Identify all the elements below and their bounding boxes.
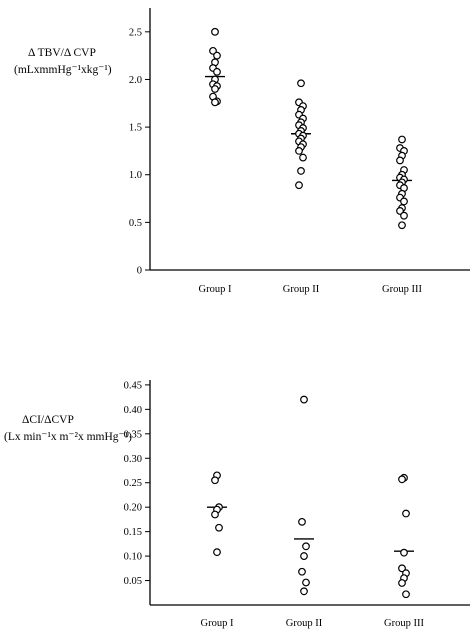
data-point — [300, 587, 308, 596]
y-tick-label: 0.25 — [124, 478, 142, 489]
data-point — [211, 510, 219, 519]
x-category-label: Group III — [382, 284, 422, 295]
x-category-label: Group II — [286, 618, 323, 629]
data-point — [295, 181, 303, 190]
data-point — [215, 523, 223, 532]
data-point — [400, 197, 408, 206]
data-point — [398, 221, 406, 230]
y-tick-label: 0.15 — [124, 527, 142, 538]
data-point — [302, 578, 310, 587]
y-tick-label: 0.45 — [124, 380, 142, 391]
data-point — [213, 548, 221, 557]
data-point — [211, 27, 219, 36]
data-point — [213, 67, 221, 76]
y-tick-label: 1.5 — [129, 123, 142, 134]
y-tick-label: 0.05 — [124, 576, 142, 587]
data-point — [402, 509, 410, 518]
data-point — [209, 46, 217, 55]
data-point — [300, 395, 308, 404]
data-point — [302, 542, 310, 551]
data-point — [211, 476, 219, 485]
y-tick-label: 0.35 — [124, 429, 142, 440]
y-tick-label: 0 — [137, 266, 142, 277]
data-point — [398, 579, 406, 587]
y-tick-label: 0.30 — [124, 454, 142, 465]
data-point — [211, 98, 219, 107]
y-tick-label: 2.5 — [129, 27, 142, 38]
x-category-label: Group II — [283, 284, 320, 295]
y-axis-label-line2: (Lx min⁻¹x m⁻²x mmHg⁻¹) — [4, 431, 132, 443]
data-point — [400, 211, 408, 220]
data-point — [300, 552, 308, 560]
data-point — [297, 167, 305, 175]
data-point — [402, 590, 410, 599]
data-point — [299, 153, 307, 162]
chart-ci-cvp: ΔCI/ΔCVP (Lx min⁻¹x m⁻²x mmHg⁻¹) 0.05 0.1… — [4, 380, 470, 629]
y-tick-label: 0.10 — [124, 552, 142, 563]
data-point — [400, 548, 408, 557]
data-point — [398, 564, 406, 573]
data-point — [298, 567, 306, 576]
y-tick-label: 0.40 — [124, 405, 142, 416]
data-point — [396, 156, 404, 165]
y-axis-label-line1: Δ TBV/Δ CVP — [28, 47, 96, 59]
x-category-label: Group I — [201, 618, 234, 629]
data-point — [295, 147, 303, 155]
data-point — [213, 51, 221, 60]
data-points — [205, 27, 412, 230]
data-point — [398, 135, 406, 144]
x-category-label: Group III — [384, 618, 424, 629]
chart-tbv-cvp: Δ TBV/Δ CVP (mLxmmHg⁻¹xkg⁻¹) 0 0.5 1.0 1.5 2… — [14, 8, 470, 295]
data-point — [297, 79, 305, 88]
x-category-label: Group I — [199, 284, 232, 295]
y-tick-label: 2.0 — [129, 75, 142, 86]
axes: 0 0.5 1.0 1.5 2.0 2.5 Group I Group II Group III — [129, 8, 470, 295]
y-axis-label-line2: (mLxmmHg⁻¹xkg⁻¹) — [14, 64, 112, 76]
data-point — [398, 475, 406, 484]
data-point — [396, 207, 404, 215]
y-tick-label: 0.5 — [129, 218, 142, 229]
y-tick-label: 1.0 — [129, 170, 142, 181]
y-axis-label-line1: ΔCI/ΔCVP — [22, 414, 74, 426]
data-point — [211, 85, 219, 93]
axes: 0.05 0.10 0.15 0.20 0.25 0.30 0.35 0.40 0.45 Grou… — [124, 380, 470, 629]
data-points — [207, 395, 414, 599]
y-tick-label: 0.20 — [124, 503, 142, 514]
data-point — [298, 517, 306, 526]
